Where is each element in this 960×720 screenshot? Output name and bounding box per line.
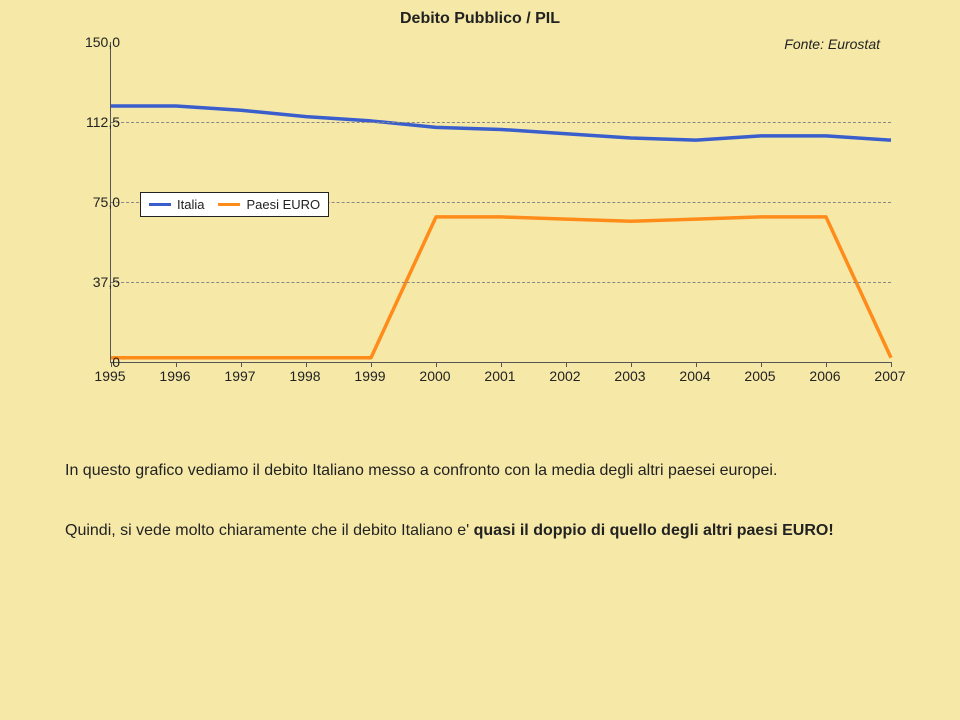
- legend: Italia Paesi EURO: [140, 192, 329, 217]
- x-tick-label: 2006: [809, 368, 840, 384]
- series-line: [111, 106, 891, 140]
- y-tick-label: 75,0: [70, 194, 120, 210]
- chart-title: Debito Pubblico / PIL: [0, 10, 960, 28]
- x-tick: [501, 362, 502, 367]
- paragraph-2a: Quindi, si vede molto chiaramente che il…: [65, 522, 474, 539]
- legend-swatch-paesi-euro: [218, 203, 240, 206]
- x-tick-label: 2001: [484, 368, 515, 384]
- legend-label-paesi-euro: Paesi EURO: [246, 197, 320, 212]
- x-tick-label: 2002: [549, 368, 580, 384]
- x-tick: [371, 362, 372, 367]
- x-tick: [306, 362, 307, 367]
- chart-area: 1995 1996 1997 1998 1999 2000 2001 2002 2003 2004…: [50, 30, 910, 385]
- legend-item-paesi-euro: Paesi EURO: [218, 197, 320, 212]
- grid-line: [111, 282, 891, 283]
- x-tick-label: 2000: [419, 368, 450, 384]
- x-axis-labels: 1995199619971998199920002001200220032004…: [110, 368, 890, 388]
- y-tick-label: 150,0: [70, 34, 120, 50]
- x-tick: [826, 362, 827, 367]
- y-tick-label: 0: [70, 354, 120, 370]
- x-tick-label: 1996: [159, 368, 190, 384]
- x-tick: [696, 362, 697, 367]
- x-tick: [176, 362, 177, 367]
- paragraph-1: In questo grafico vediamo il debito Ital…: [65, 460, 895, 482]
- y-tick-label: 37,5: [70, 274, 120, 290]
- x-tick-label: 2004: [679, 368, 710, 384]
- series-line: [111, 217, 891, 358]
- legend-item-italia: Italia: [149, 197, 204, 212]
- x-tick: [241, 362, 242, 367]
- grid-line: [111, 122, 891, 123]
- page: Debito Pubblico / PIL Fonte: Eurostat 19…: [0, 0, 960, 720]
- x-tick: [761, 362, 762, 367]
- x-tick-label: 2003: [614, 368, 645, 384]
- x-tick: [566, 362, 567, 367]
- x-tick-label: 2007: [874, 368, 905, 384]
- x-tick-label: 1998: [289, 368, 320, 384]
- x-tick: [891, 362, 892, 367]
- paragraph-2b: quasi il doppio di quello degli altri pa…: [474, 522, 834, 539]
- legend-swatch-italia: [149, 203, 171, 206]
- x-tick-label: 1999: [354, 368, 385, 384]
- x-tick-label: 2005: [744, 368, 775, 384]
- x-tick: [631, 362, 632, 367]
- x-tick: [436, 362, 437, 367]
- paragraph-2: Quindi, si vede molto chiaramente che il…: [65, 520, 895, 542]
- x-tick-label: 1995: [94, 368, 125, 384]
- y-tick-label: 112,5: [70, 114, 120, 130]
- legend-label-italia: Italia: [177, 197, 204, 212]
- x-tick-label: 1997: [224, 368, 255, 384]
